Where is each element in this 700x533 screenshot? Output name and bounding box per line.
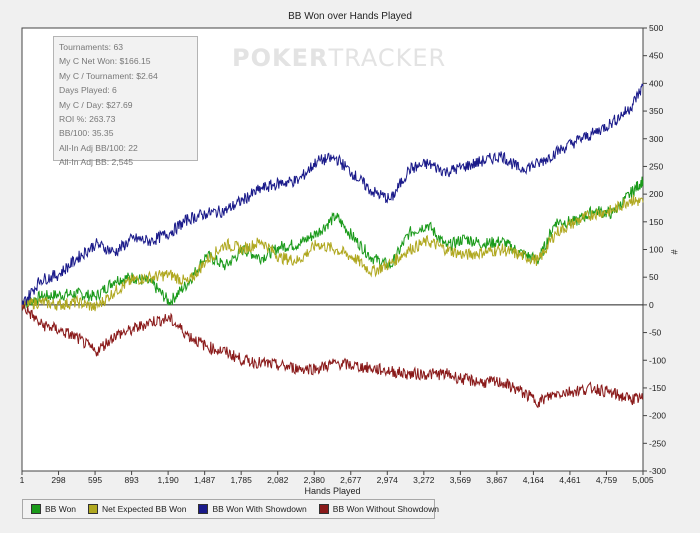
stat-roi: ROI %: 263.73	[59, 114, 116, 125]
y-tick-label: -150	[649, 383, 666, 393]
legend-item-with-showdown: BB Won With Showdown	[198, 504, 307, 514]
legend-item-net-expected: Net Expected BB Won	[88, 504, 186, 514]
stat-allin-adj-bb: All-In Adj BB: 2,545	[59, 157, 134, 168]
watermark-part2: TRACKER	[328, 44, 447, 72]
x-tick-label: 3,867	[486, 475, 508, 485]
y-tick-label: 200	[649, 189, 663, 199]
x-tick-label: 893	[124, 475, 138, 485]
legend-swatch-with-showdown	[198, 504, 209, 514]
stat-allin-adj-bb-per-100: All-In Adj BB/100: 22	[59, 142, 138, 153]
y-tick-label: 0	[649, 300, 654, 310]
x-axis-label: Hands Played	[304, 486, 360, 496]
series-line-0	[21, 176, 644, 309]
legend-item-bb-won: BB Won	[31, 504, 76, 514]
y-tick-label: -300	[649, 466, 666, 476]
y-axis-label: #	[669, 249, 679, 254]
legend-label-with-showdown: BB Won With Showdown	[212, 504, 307, 514]
x-tick-label: 1,785	[231, 475, 253, 485]
legend-swatch-net-expected	[88, 504, 99, 514]
chart-legend: BB Won Net Expected BB Won BB Won With S…	[22, 499, 439, 519]
y-tick-label: 150	[649, 217, 663, 227]
series-line-1	[21, 194, 644, 312]
x-tick-label: 3,569	[450, 475, 472, 485]
series-line-3	[21, 304, 643, 409]
x-tick-label: 595	[88, 475, 102, 485]
x-tick-label: 4,164	[523, 475, 545, 485]
x-tick-label: 1,487	[194, 475, 216, 485]
y-tick-label: -50	[649, 328, 662, 338]
legend-label-bb-won: BB Won	[45, 504, 77, 514]
y-tick-label: 100	[649, 245, 663, 255]
pokertracker-watermark: POKERTRACKER	[232, 44, 446, 72]
x-tick-label: 2,380	[304, 475, 326, 485]
y-tick-label: 500	[649, 23, 663, 33]
legend-label-net-expected: Net Expected BB Won	[102, 504, 187, 514]
stat-net-won: My C Net Won: $166.15	[59, 56, 151, 67]
stat-tournaments: Tournaments: 63	[59, 42, 124, 52]
x-tick-label: 5,005	[632, 475, 654, 485]
series-line-2	[21, 83, 644, 306]
legend-swatch-without-showdown	[318, 504, 329, 514]
stat-per-tournament: My C / Tournament: $2.64	[59, 70, 158, 81]
chart-title: BB Won over Hands Played	[288, 11, 412, 22]
x-tick-label: 2,677	[340, 475, 362, 485]
x-tick-label: 3,272	[413, 475, 435, 485]
x-tick-label: 4,759	[596, 475, 618, 485]
x-tick-label: 1,190	[157, 475, 179, 485]
y-tick-label: 400	[649, 78, 663, 88]
y-tick-label: 350	[649, 106, 663, 116]
x-tick-label: 298	[51, 475, 65, 485]
x-tick-label: 2,082	[267, 475, 289, 485]
y-tick-label: 50	[649, 272, 659, 282]
stat-days-played: Days Played: 6	[59, 85, 117, 96]
watermark-part1: POKER	[232, 44, 329, 72]
y-tick-label: -200	[649, 411, 666, 421]
y-tick-label: 250	[649, 161, 663, 171]
x-tick-label: 4,461	[559, 475, 581, 485]
y-tick-label: 300	[649, 134, 663, 144]
stat-bb-per-100: BB/100: 35.35	[59, 128, 114, 139]
legend-label-without-showdown: BB Won Without Showdown	[332, 504, 439, 514]
stat-per-day: My C / Day: $27.69	[59, 99, 133, 110]
legend-swatch-bb-won	[31, 504, 41, 514]
y-tick-label: -250	[649, 438, 666, 448]
x-tick-label: 1	[20, 475, 25, 485]
legend-item-without-showdown: BB Won Without Showdown	[318, 504, 439, 514]
y-tick-label: 450	[649, 51, 663, 61]
y-tick-label: -100	[649, 355, 666, 365]
x-tick-label: 2,974	[377, 475, 399, 485]
stats-box: Tournaments: 63 My C Net Won: $166.15 My…	[53, 36, 198, 167]
